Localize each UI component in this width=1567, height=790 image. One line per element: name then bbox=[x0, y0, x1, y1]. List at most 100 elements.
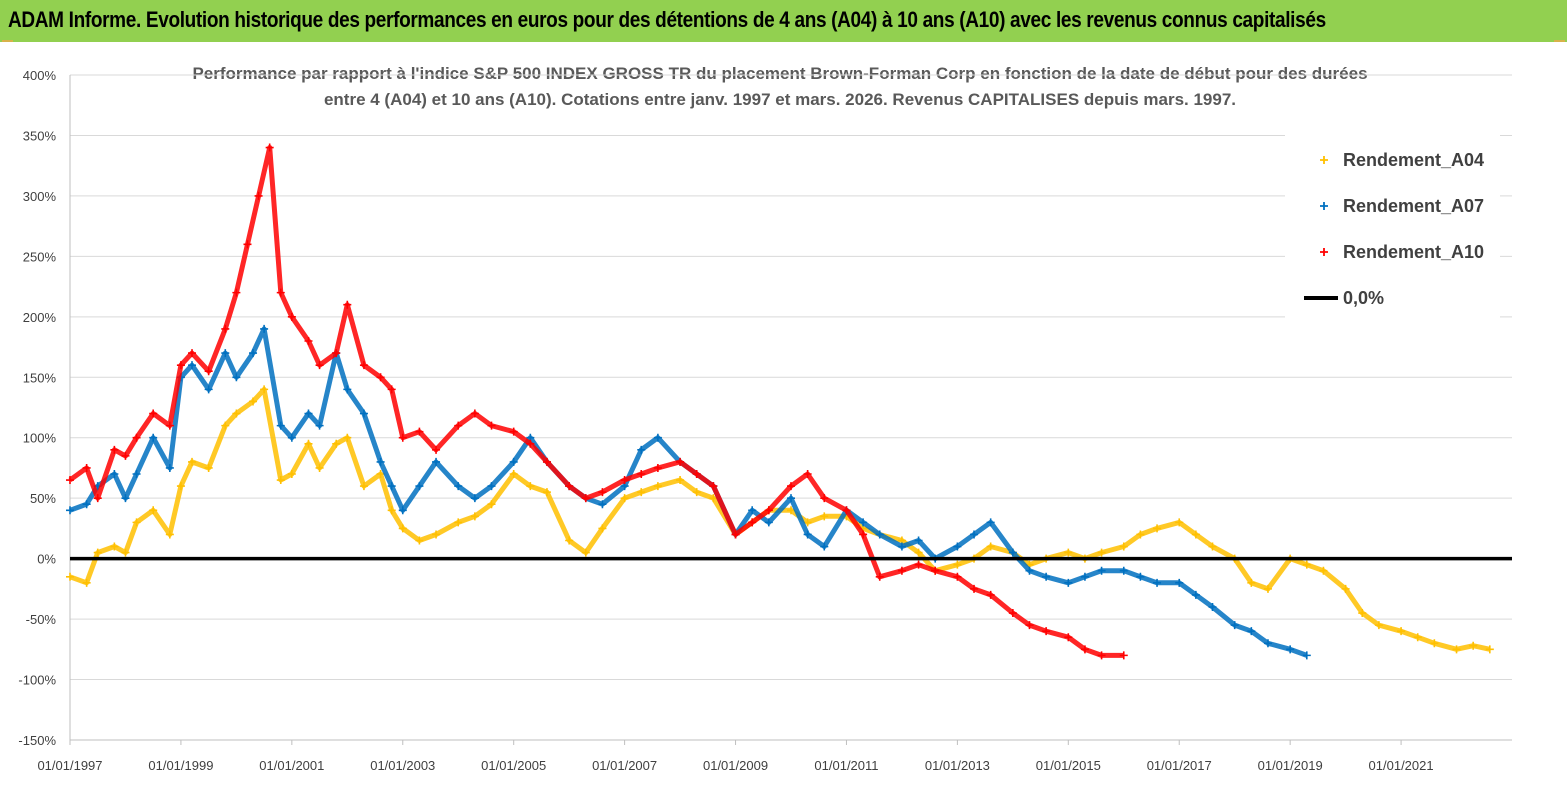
data-point bbox=[914, 536, 923, 545]
data-point bbox=[598, 524, 607, 533]
data-point bbox=[487, 421, 496, 430]
data-point bbox=[509, 470, 518, 478]
data-point bbox=[1485, 645, 1494, 654]
data-point bbox=[343, 433, 352, 442]
data-point bbox=[1452, 645, 1461, 654]
data-point bbox=[66, 572, 74, 581]
data-point bbox=[542, 488, 551, 497]
x-tick-label: 01/01/2013 bbox=[925, 758, 990, 773]
data-point bbox=[653, 463, 662, 472]
y-tick-label: -100% bbox=[18, 673, 56, 688]
data-point bbox=[787, 506, 795, 515]
data-point bbox=[254, 191, 263, 200]
x-tick-label: 01/01/2005 bbox=[481, 758, 546, 773]
data-point bbox=[149, 433, 158, 442]
data-point bbox=[149, 409, 158, 418]
data-point bbox=[398, 524, 407, 533]
data-point bbox=[82, 500, 91, 509]
data-point bbox=[204, 385, 213, 394]
data-point bbox=[1119, 542, 1128, 551]
data-point bbox=[509, 457, 518, 466]
data-point bbox=[415, 427, 424, 436]
data-point bbox=[820, 512, 829, 521]
banner-title: ADAM Informe. Evolution historique des p… bbox=[8, 7, 1326, 32]
data-point bbox=[676, 476, 685, 485]
data-point bbox=[304, 439, 313, 448]
data-point bbox=[432, 530, 441, 539]
data-point bbox=[526, 439, 535, 448]
data-point bbox=[110, 470, 119, 478]
data-point bbox=[1319, 566, 1328, 575]
data-point bbox=[953, 542, 962, 551]
data-point bbox=[859, 518, 868, 527]
data-point bbox=[598, 500, 607, 509]
x-tick-label: 01/01/1999 bbox=[148, 758, 213, 773]
data-point bbox=[188, 361, 197, 370]
data-point bbox=[415, 536, 424, 545]
data-point bbox=[470, 409, 479, 418]
chart-area: Performance par rapport à l'indice S&P 5… bbox=[0, 42, 1567, 790]
x-tick-label: 01/01/2001 bbox=[259, 758, 324, 773]
legend-swatch bbox=[1320, 202, 1328, 210]
data-point bbox=[914, 560, 923, 569]
data-point bbox=[1008, 609, 1017, 618]
data-point bbox=[731, 530, 740, 539]
x-tick-label: 01/01/1997 bbox=[37, 758, 102, 773]
data-point bbox=[93, 494, 102, 503]
data-point bbox=[221, 421, 230, 430]
data-point bbox=[165, 463, 174, 472]
data-point bbox=[221, 324, 230, 333]
data-point bbox=[986, 542, 995, 551]
data-point bbox=[121, 548, 130, 557]
data-point bbox=[803, 530, 812, 539]
data-point bbox=[204, 463, 213, 472]
legend-box bbox=[1285, 130, 1500, 320]
data-point bbox=[204, 367, 213, 376]
data-point bbox=[1136, 530, 1145, 539]
data-point bbox=[803, 470, 812, 478]
data-point bbox=[487, 482, 496, 491]
data-point bbox=[1469, 641, 1478, 650]
data-point bbox=[93, 548, 102, 557]
data-point bbox=[243, 240, 252, 249]
y-tick-label: 100% bbox=[23, 431, 57, 446]
y-tick-label: -150% bbox=[18, 733, 56, 748]
x-tick-label: 01/01/2003 bbox=[370, 758, 435, 773]
data-point bbox=[1097, 566, 1106, 575]
data-point bbox=[581, 494, 590, 503]
data-point bbox=[260, 324, 269, 333]
data-point bbox=[1191, 590, 1200, 599]
y-tick-label: 150% bbox=[23, 370, 57, 385]
data-point bbox=[1042, 627, 1051, 636]
data-point bbox=[931, 566, 940, 575]
gridlines bbox=[69, 74, 1512, 741]
data-point bbox=[315, 463, 324, 472]
data-point bbox=[1080, 645, 1089, 654]
data-point bbox=[149, 506, 158, 515]
data-point bbox=[260, 385, 269, 394]
y-tick-label: 0% bbox=[37, 552, 56, 567]
data-point bbox=[1042, 572, 1051, 581]
data-point bbox=[787, 494, 795, 503]
data-point bbox=[132, 470, 141, 478]
data-point bbox=[542, 457, 551, 466]
data-point bbox=[66, 476, 74, 485]
data-point bbox=[165, 421, 174, 430]
data-point bbox=[398, 506, 407, 515]
data-point bbox=[132, 433, 141, 442]
data-point bbox=[875, 572, 884, 581]
data-point bbox=[953, 560, 962, 569]
data-point bbox=[1025, 566, 1034, 575]
data-point bbox=[1025, 621, 1034, 630]
chart-title-line-2: entre 4 (A04) et 10 ans (A10). Cotations… bbox=[324, 90, 1236, 109]
data-point bbox=[1430, 639, 1439, 648]
data-point bbox=[343, 300, 352, 309]
data-point bbox=[287, 312, 296, 321]
data-point bbox=[232, 373, 241, 382]
data-point bbox=[1341, 584, 1350, 593]
legend: Rendement_A04 Rendement_A07 Rendement_A10 0… bbox=[1285, 130, 1500, 320]
data-point bbox=[1153, 524, 1162, 533]
data-point bbox=[304, 409, 313, 418]
data-point bbox=[276, 421, 285, 430]
data-point bbox=[387, 506, 396, 515]
